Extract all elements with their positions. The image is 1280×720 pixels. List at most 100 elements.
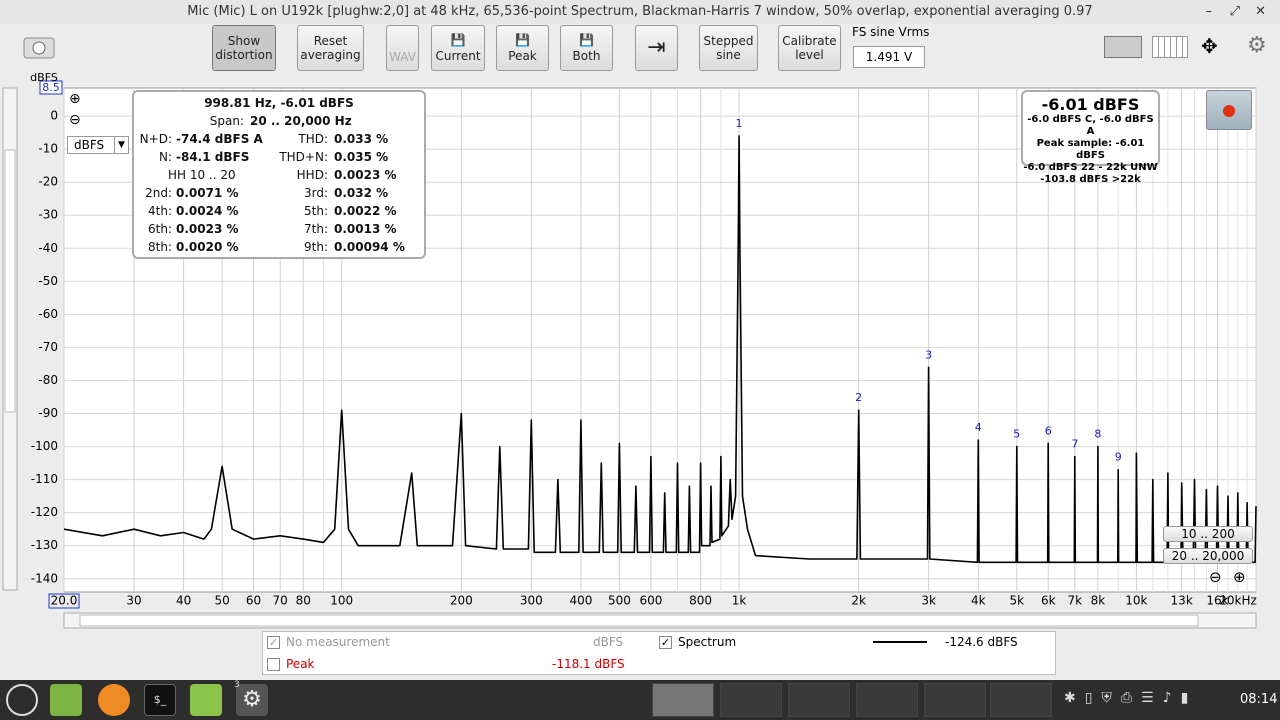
- info-value: 0.0024 %: [176, 204, 239, 218]
- harmonic-label: 5: [1013, 428, 1020, 441]
- legend-label: Spectrum: [678, 635, 737, 649]
- workspace[interactable]: [652, 683, 714, 717]
- y-tick-label: -120: [31, 505, 58, 519]
- fs-sine-input[interactable]: 1.491 V: [853, 46, 925, 68]
- y-tick-label: -50: [38, 274, 58, 288]
- x-tick-label: 40: [176, 594, 191, 608]
- reset-averaging-button[interactable]: Reset averaging: [297, 25, 364, 71]
- info-label: 8th:: [148, 240, 172, 254]
- close[interactable]: ✕: [1255, 4, 1266, 19]
- level-line: -6.0 dBFS C, -6.0 dBFS A: [1027, 114, 1154, 137]
- x-tick-label: 20.0: [51, 594, 78, 608]
- info-label: 9th:: [304, 240, 328, 254]
- harmonic-label: 3: [925, 348, 932, 361]
- info-label: 4th:: [148, 204, 172, 218]
- current-button[interactable]: 💾 Current: [431, 25, 485, 71]
- minimize[interactable]: –: [1205, 4, 1213, 19]
- terminal-icon[interactable]: $_: [144, 684, 176, 716]
- info-value: 0.0013 %: [334, 222, 397, 236]
- legend-reading: -124.6 dBFS: [945, 635, 1018, 649]
- xlim-box: [48, 593, 80, 609]
- zoom-out-x[interactable]: ⊖: [1209, 568, 1222, 586]
- info-value: 0.0023 %: [334, 168, 397, 182]
- x-tick-label: 3k: [921, 594, 936, 608]
- no-measurement-checkbox[interactable]: ✓: [267, 636, 280, 649]
- zoom-in-x[interactable]: ⊕: [1233, 568, 1246, 586]
- x-tick-label: 16k: [1206, 594, 1228, 608]
- x-tick-label: 80: [296, 594, 311, 608]
- peak-button[interactable]: 💾 Peak: [496, 25, 549, 71]
- x-tick-label: 70: [273, 594, 288, 608]
- workspace[interactable]: [990, 683, 1052, 717]
- y-tick-label: -130: [31, 538, 58, 552]
- calibrate-level-button[interactable]: Calibrate level: [778, 25, 841, 71]
- x-tick-label: 2k: [851, 594, 866, 608]
- spectrum-checkbox[interactable]: ✓: [659, 636, 672, 649]
- harmonic-label: 7: [1071, 437, 1078, 450]
- level-line: -103.8 dBFS >22k: [1040, 174, 1141, 185]
- info-value: 0.0020 %: [176, 240, 239, 254]
- x-tick-label: 1k: [732, 594, 747, 608]
- harmonic-label: 9: [1115, 451, 1122, 464]
- maximize[interactable]: ⤢: [1229, 4, 1240, 19]
- info-value: 0.035 %: [334, 150, 389, 164]
- info-value: -84.1 dBFS: [176, 150, 250, 164]
- record-button[interactable]: [1206, 90, 1252, 130]
- y-tick-label: -30: [38, 208, 58, 222]
- show-distortion-button[interactable]: Show distortion: [212, 25, 276, 71]
- title-bar: Mic (Mic) L on U192k [plughw:2,0] at 48 …: [0, 0, 1280, 24]
- tray-icons[interactable]: ✱▯⛨⎙☰♪▮: [1064, 690, 1198, 706]
- fs-sine-value: 1.491 V: [865, 50, 913, 64]
- v-scroll-thumb[interactable]: [4, 149, 16, 413]
- x-tick-label: 100: [330, 594, 353, 608]
- x-tick-label: 6k: [1041, 594, 1056, 608]
- x-tick-label: 4k: [971, 594, 986, 608]
- info-value: 0.033 %: [334, 132, 389, 146]
- workspace[interactable]: [720, 683, 782, 717]
- range-button[interactable]: 10 .. 200: [1163, 526, 1253, 542]
- x-tick-label: 400: [569, 594, 592, 608]
- unit-dropdown[interactable]: dBFS ▼: [67, 136, 129, 154]
- info-value: 0.032 %: [334, 186, 389, 200]
- x-tick-label: 200: [450, 594, 473, 608]
- columns-icon[interactable]: [1152, 36, 1188, 58]
- x-tick-label: 500: [608, 594, 631, 608]
- x-tick-label: 800: [689, 594, 712, 608]
- app-icon[interactable]: [50, 684, 82, 716]
- stepped-sine-button[interactable]: Stepped sine: [699, 25, 758, 71]
- wav-label: WAV: [389, 50, 416, 64]
- workspace[interactable]: [856, 683, 918, 717]
- info-label: THD+N:: [279, 150, 328, 164]
- legend: ✓ No measurement dBFS ✓ Spectrum -124.6 …: [262, 631, 1056, 675]
- import-button[interactable]: ⇥: [635, 25, 678, 71]
- both-button[interactable]: 💾 Both: [560, 25, 613, 71]
- menu-button[interactable]: [6, 684, 38, 716]
- ylim-label: 8.5: [42, 81, 60, 94]
- info-value: 0.00094 %: [334, 240, 405, 254]
- zoom-in-y[interactable]: ⊕: [69, 91, 81, 107]
- peak-checkbox[interactable]: [267, 658, 280, 671]
- x-tick-label: 30: [126, 594, 141, 608]
- x-tick-label: 50: [214, 594, 229, 608]
- move-icon[interactable]: ✥: [1201, 34, 1218, 58]
- workspace[interactable]: [788, 683, 850, 717]
- info-label: THD:: [298, 132, 328, 146]
- info-label: HH 10 .. 20: [168, 168, 236, 182]
- settings-icon[interactable]: ⚙: [1247, 33, 1267, 58]
- files-icon[interactable]: [190, 684, 222, 716]
- y-tick-label: -60: [38, 307, 58, 321]
- x-tick-label: 10k: [1125, 594, 1147, 608]
- app-icon[interactable]: [98, 684, 130, 716]
- h-scroll-thumb[interactable]: [79, 614, 1199, 627]
- settings-app-icon[interactable]: ⚙: [236, 684, 268, 716]
- legend-unit: dBFS: [593, 635, 624, 649]
- layout-icon[interactable]: [1104, 36, 1142, 58]
- workspace[interactable]: [924, 683, 986, 717]
- range-button[interactable]: 20 .. 20,000: [1163, 548, 1253, 564]
- harmonic-label: 4: [975, 421, 982, 434]
- zoom-out-y[interactable]: ⊖: [69, 112, 81, 128]
- wav-button[interactable]: WAV: [386, 25, 419, 71]
- distortion-panel: 998.81 Hz, -6.01 dBFS Span: 20 .. 20,000 …: [132, 90, 426, 259]
- y-tick-label: -110: [31, 472, 58, 486]
